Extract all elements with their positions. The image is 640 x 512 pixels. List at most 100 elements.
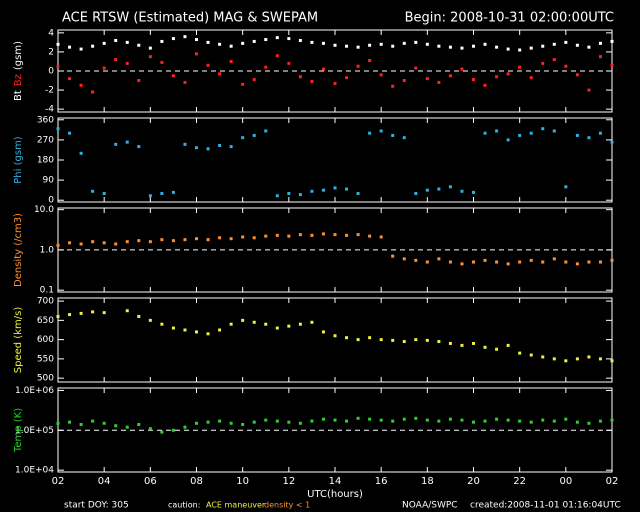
data-point [437,419,441,423]
data-point [241,41,245,45]
data-point [564,64,568,68]
data-point [541,260,545,264]
data-point [206,420,210,424]
data-point [368,417,372,421]
data-point [356,416,360,420]
x-tick-label: 02 [606,476,619,487]
data-point [506,72,510,76]
data-point [195,146,198,150]
data-point [425,42,429,46]
data-point [437,340,441,344]
data-point [218,143,222,147]
data-point [414,338,418,342]
y-tick-label: 500 [37,374,54,384]
y-axis-label: Phi (gsm) [13,136,24,184]
data-point [68,241,72,245]
data-point [552,42,556,46]
data-point [252,133,256,137]
data-point [56,243,60,247]
data-point [298,75,302,79]
data-point [391,254,395,258]
data-point [518,48,522,52]
data-point [564,260,568,264]
data-point [472,44,475,48]
data-point [552,257,556,261]
data-point [368,59,372,63]
data-point [148,240,152,244]
data-point [345,233,349,237]
data-point [483,419,487,423]
data-point [472,190,475,194]
data-point [575,262,579,266]
data-point [472,420,475,424]
data-point [575,357,579,361]
data-point [310,40,314,44]
y-tick-label: 4 [48,28,54,38]
data-point [125,240,129,244]
data-point [495,75,499,79]
data-point [137,314,141,318]
data-point [610,63,614,67]
data-point [218,328,222,332]
data-point [345,187,349,191]
y-tick-label: 650 [37,316,54,326]
caution: caution: [168,501,200,510]
data-point [148,427,152,431]
data-point [287,234,291,238]
data-point [137,79,141,83]
data-point [437,257,441,261]
data-point [483,83,487,87]
data-point [171,239,175,243]
data-point [183,328,187,332]
data-point [610,359,614,363]
data-point [356,338,360,342]
data-point [252,39,256,43]
data-point [79,422,83,426]
data-point [552,357,556,361]
y-tick-label: -2 [45,86,54,96]
y-tick-label: 700 [37,297,54,307]
data-point [264,129,268,133]
data-point [91,189,95,193]
data-point [114,142,118,146]
data-point [598,55,602,59]
data-point [102,66,106,70]
data-point [79,83,83,87]
data-point [195,237,198,241]
data-point [448,341,452,345]
data-point [391,419,395,423]
data-point [68,420,72,424]
data-point [379,418,383,422]
data-point [229,421,233,425]
data-point [472,78,475,82]
data-point [229,59,233,63]
data-point [171,190,175,194]
data-point [241,318,245,322]
y-tick-label: 10.0 [34,205,54,215]
data-point [587,136,591,140]
created: created:2008-11-01 01:16:04UTC [470,501,621,511]
data-point [437,80,441,84]
data-point [564,359,568,363]
data-point [241,136,245,140]
y-axis-label-part: Density (/cm3) [13,213,24,287]
begin-time: Begin: 2008-10-31 02:00:00UTC [405,11,614,26]
data-point [506,262,510,266]
data-point [252,420,256,424]
data-point [195,38,198,42]
data-point [379,235,383,239]
data-point [495,129,499,133]
y-tick-label: 360 [37,115,54,125]
y-axis-label-part: (gsm) [13,41,24,70]
data-point [402,41,406,45]
data-point [125,425,129,429]
data-point [391,44,395,48]
data-point [541,418,545,422]
data-point [241,82,245,86]
data-point [321,41,325,45]
data-point [275,326,279,330]
data-point [448,74,452,78]
data-point [368,336,372,340]
x-tick-label: 02 [52,476,65,487]
data-point [160,322,164,326]
